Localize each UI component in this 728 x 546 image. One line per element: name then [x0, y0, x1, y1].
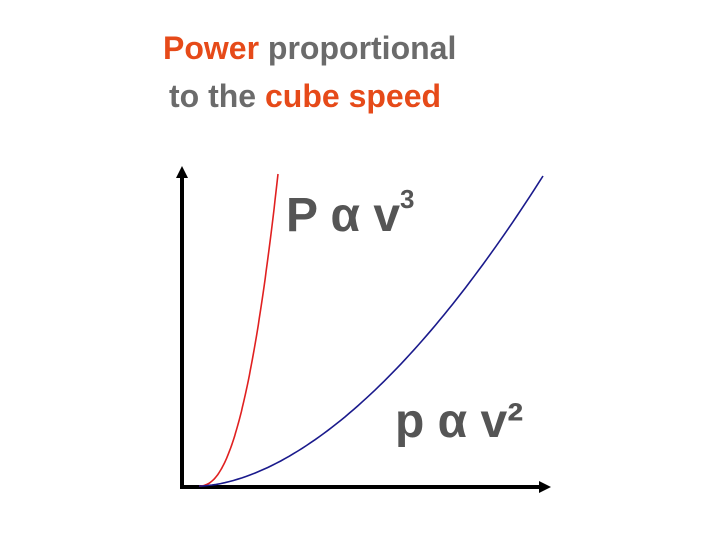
slide-title: Power proportional to the cube speed [163, 24, 456, 120]
square-curve [198, 175, 544, 487]
title-to-the: to the [169, 78, 265, 114]
title-line-2: to the cube speed [169, 72, 456, 120]
cube-curve [199, 173, 279, 487]
title-cube-speed: cube speed [264, 78, 442, 114]
cube-law-text: P α v [286, 189, 401, 242]
title-proportional: proportional [259, 30, 457, 66]
square-law-label: p α v² [395, 395, 524, 448]
title-line-1: Power proportional [163, 24, 456, 72]
title-power: Power [163, 30, 260, 66]
cube-law-exponent: 3 [400, 184, 415, 214]
cube-law-label: P α v3 [286, 186, 415, 246]
